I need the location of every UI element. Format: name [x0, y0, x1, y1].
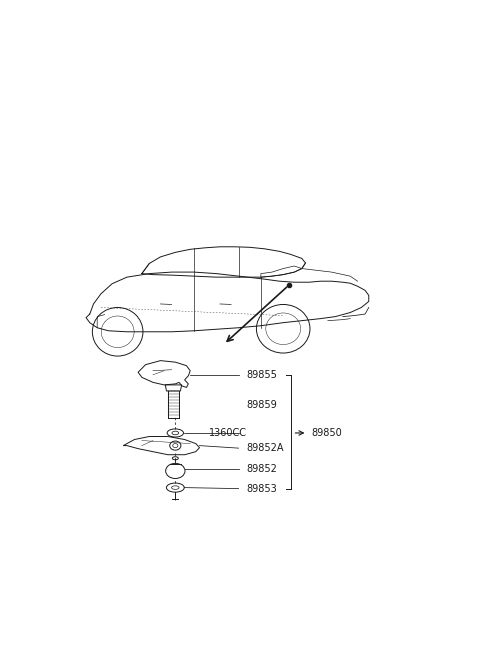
Text: 89853: 89853	[246, 484, 277, 493]
Text: 89859: 89859	[246, 400, 277, 410]
Text: 89852: 89852	[246, 464, 277, 474]
Text: 1360CC: 1360CC	[209, 428, 247, 438]
Text: 89852A: 89852A	[246, 443, 284, 453]
Text: 89855: 89855	[246, 370, 277, 380]
Text: 89850: 89850	[311, 428, 342, 438]
